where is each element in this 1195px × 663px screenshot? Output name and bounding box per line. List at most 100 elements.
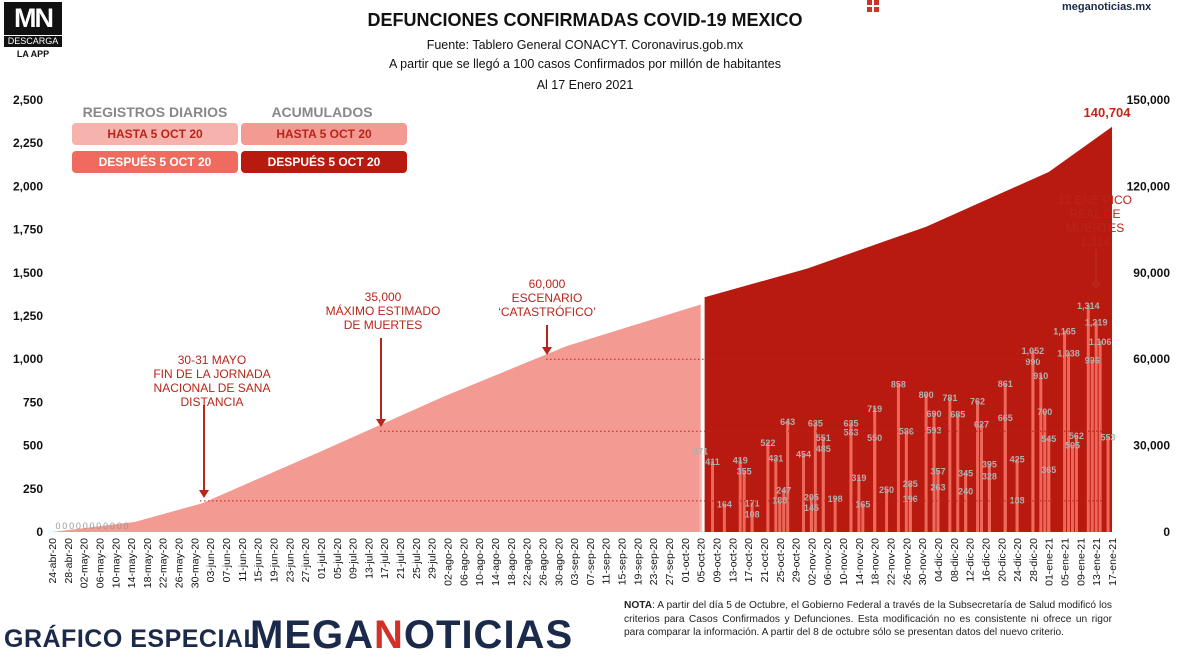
daily-data-label: 685 [950, 410, 965, 420]
x-axis-tick: 28-dic-20 [1028, 538, 1040, 582]
daily-data-label: 365 [1041, 465, 1056, 475]
x-axis-tick: 02-nov-20 [806, 538, 818, 585]
grid-menu-icon[interactable] [867, 0, 881, 14]
site-url[interactable]: meganoticias.mx [1062, 1, 1152, 13]
brand-logo[interactable]: MN [4, 2, 62, 35]
left-axis-tick: 1,500 [13, 266, 43, 280]
x-axis-tick: 06-may-20 [94, 538, 106, 588]
daily-data-label: 635 [843, 418, 858, 428]
daily-bar [782, 489, 786, 532]
daily-bar [722, 503, 726, 532]
daily-data-label: 762 [970, 396, 985, 406]
right-axis-tick: 30,000 [1133, 439, 1170, 453]
x-axis-tick: 10-ago-20 [474, 538, 486, 586]
daily-data-label: 910 [1033, 371, 1048, 381]
x-axis-tick: 18-nov-20 [870, 538, 882, 585]
daily-bar [857, 476, 861, 532]
x-axis-tick: 03-sep-20 [569, 538, 581, 585]
x-axis-tick: 30-nov-20 [917, 538, 929, 585]
daily-data-label: 1,165 [1053, 327, 1076, 337]
daily-data-label: 485 [816, 444, 831, 454]
daily-data-label: 247 [776, 485, 791, 495]
daily-bar [1070, 444, 1074, 532]
x-axis-tick: 09-oct-20 [711, 538, 723, 583]
annotation-text: 1,314 [1080, 235, 1110, 249]
daily-data-label: 1,106 [1089, 337, 1112, 347]
daily-bar [1003, 417, 1007, 532]
zero-data-label: 0 [96, 521, 101, 531]
daily-data-label: 551 [816, 433, 831, 443]
daily-data-label: 250 [879, 485, 894, 495]
x-axis-tick: 30-ago-20 [553, 538, 565, 586]
daily-data-label: 263 [930, 483, 945, 493]
left-axis-tick: 750 [23, 395, 43, 409]
x-axis-tick: 05-ene-21 [1060, 538, 1072, 586]
daily-bar [987, 475, 991, 532]
annotation-arrow-head [1091, 282, 1101, 290]
daily-bar [979, 423, 983, 532]
footer-brand[interactable]: MEGANOTICIAS [250, 613, 573, 658]
daily-data-label: 627 [974, 420, 989, 430]
x-axis-tick: 13-jul-20 [363, 538, 375, 579]
zero-data-label: 0 [110, 521, 115, 531]
zero-data-label: 0 [83, 521, 88, 531]
annotation-text: ‘CATASTRÓFICO’ [498, 304, 596, 319]
x-axis-tick: 24-dic-20 [1012, 538, 1024, 582]
daily-data-label: 431 [768, 454, 783, 464]
daily-bar [896, 383, 900, 532]
legend-cumulative-after-swatch [241, 151, 407, 173]
daily-data-label: 411 [705, 457, 720, 467]
x-axis-tick: 25-jul-20 [411, 538, 423, 579]
right-axis-tick: 60,000 [1133, 352, 1170, 366]
daily-data-label: 145 [804, 503, 819, 513]
x-axis-tick: 14-ago-20 [490, 538, 502, 586]
daily-data-label: 553 [1101, 432, 1116, 442]
x-axis-tick: 19-jun-20 [268, 538, 280, 583]
app-label: LA APP [16, 49, 50, 59]
footer-special-label: GRÁFICO ESPECIAL [4, 625, 260, 653]
x-axis-tick: 22-ago-20 [522, 538, 534, 586]
annotation-text: FIN DE LA JORNADA [153, 367, 270, 381]
left-axis-tick: 1,250 [13, 309, 43, 323]
x-axis-tick: 18-ago-20 [506, 538, 518, 586]
daily-data-label: 1,038 [1057, 349, 1080, 359]
daily-data-label: 1,219 [1085, 317, 1108, 327]
daily-data-label: 355 [737, 467, 752, 477]
cumulative-final-label: 140,704 [1084, 105, 1132, 120]
daily-data-label: 1,314 [1077, 301, 1100, 311]
zero-data-label: 0 [89, 521, 94, 531]
daily-bar [976, 400, 980, 532]
download-label: DESCARGA [4, 36, 62, 47]
chart-source: Fuente: Tablero General CONACYT. Coronav… [426, 38, 744, 52]
daily-data-label: 205 [804, 493, 819, 503]
daily-bar [809, 506, 813, 532]
daily-data-label: 990 [1025, 357, 1040, 367]
left-axis-tick: 1,000 [13, 352, 43, 366]
x-axis-tick: 08-dic-20 [949, 538, 961, 582]
daily-bar [833, 497, 837, 532]
daily-bar [904, 430, 908, 532]
daily-bar [738, 459, 742, 532]
legend-daily-before-label: HASTA 5 OCT 20 [107, 127, 203, 141]
deaths-chart: 0 250 500 750 1,000 1,250 1,500 1,750 2,000 2,250… [13, 93, 1170, 588]
left-axis-tick: 2,500 [13, 93, 43, 107]
annotation-text: DISTANCIA [180, 395, 243, 409]
zero-data-label: 0 [117, 521, 122, 531]
x-axis-tick: 21-oct-20 [759, 538, 771, 583]
daily-bar [924, 393, 928, 532]
daily-data-label: 1,052 [1022, 346, 1045, 356]
daily-data-label: 164 [717, 500, 732, 510]
footer-brand-a: MEGA [250, 613, 374, 657]
x-axis-tick: 20-dic-20 [996, 538, 1008, 582]
x-axis-tick: 22-may-20 [158, 538, 170, 588]
daily-bar [802, 453, 806, 532]
daily-bar [1031, 360, 1035, 532]
daily-data-label: 861 [998, 379, 1013, 389]
daily-bar [1074, 434, 1078, 532]
annotation-text: ESCENARIO [512, 291, 583, 305]
annotation-text: NACIONAL DE SANA [154, 381, 271, 395]
daily-data-label: 800 [919, 390, 934, 400]
daily-bar [908, 498, 912, 532]
annotation-text: 60,000 [529, 277, 566, 291]
x-axis-tick: 07-sep-20 [585, 538, 597, 585]
